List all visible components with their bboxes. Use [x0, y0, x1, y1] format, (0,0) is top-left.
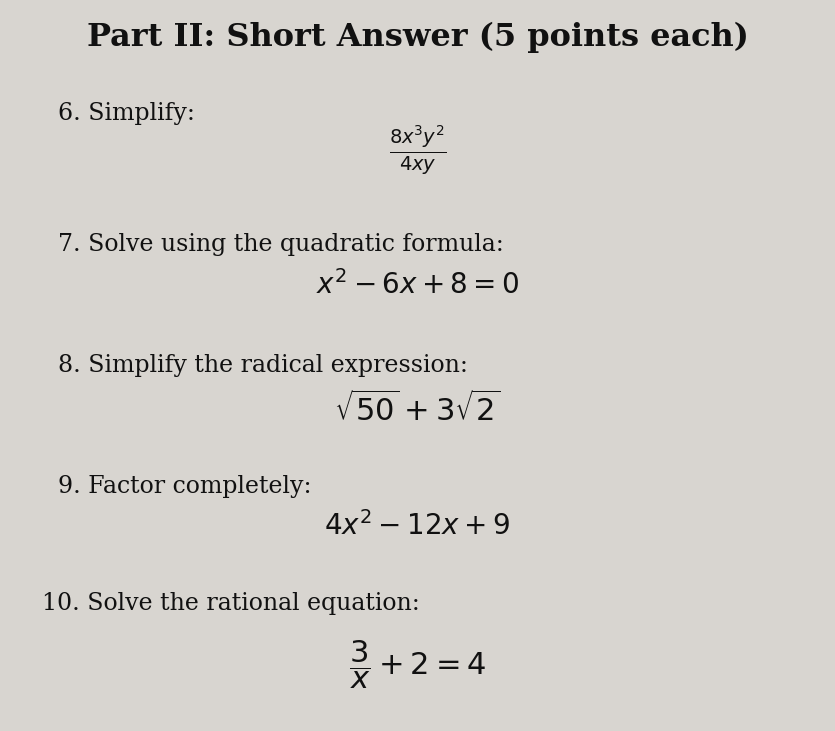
Text: 8. Simplify the radical expression:: 8. Simplify the radical expression:	[58, 354, 468, 377]
Text: $\frac{8x^3y^2}{4xy}$: $\frac{8x^3y^2}{4xy}$	[389, 123, 446, 177]
Text: $x^2 - 6x + 8 = 0$: $x^2 - 6x + 8 = 0$	[316, 270, 519, 300]
Text: $4x^2 - 12x + 9$: $4x^2 - 12x + 9$	[325, 512, 510, 541]
Text: Part II: Short Answer (5 points each): Part II: Short Answer (5 points each)	[87, 22, 748, 53]
Text: $\sqrt{50} + 3\sqrt{2}$: $\sqrt{50} + 3\sqrt{2}$	[334, 391, 501, 428]
Text: 6. Simplify:: 6. Simplify:	[58, 102, 195, 125]
Text: $\dfrac{3}{x} + 2 = 4$: $\dfrac{3}{x} + 2 = 4$	[349, 639, 486, 692]
Text: 9. Factor completely:: 9. Factor completely:	[58, 474, 312, 498]
Text: 10. Solve the rational equation:: 10. Solve the rational equation:	[42, 591, 419, 615]
Text: 7. Solve using the quadratic formula:: 7. Solve using the quadratic formula:	[58, 233, 504, 257]
